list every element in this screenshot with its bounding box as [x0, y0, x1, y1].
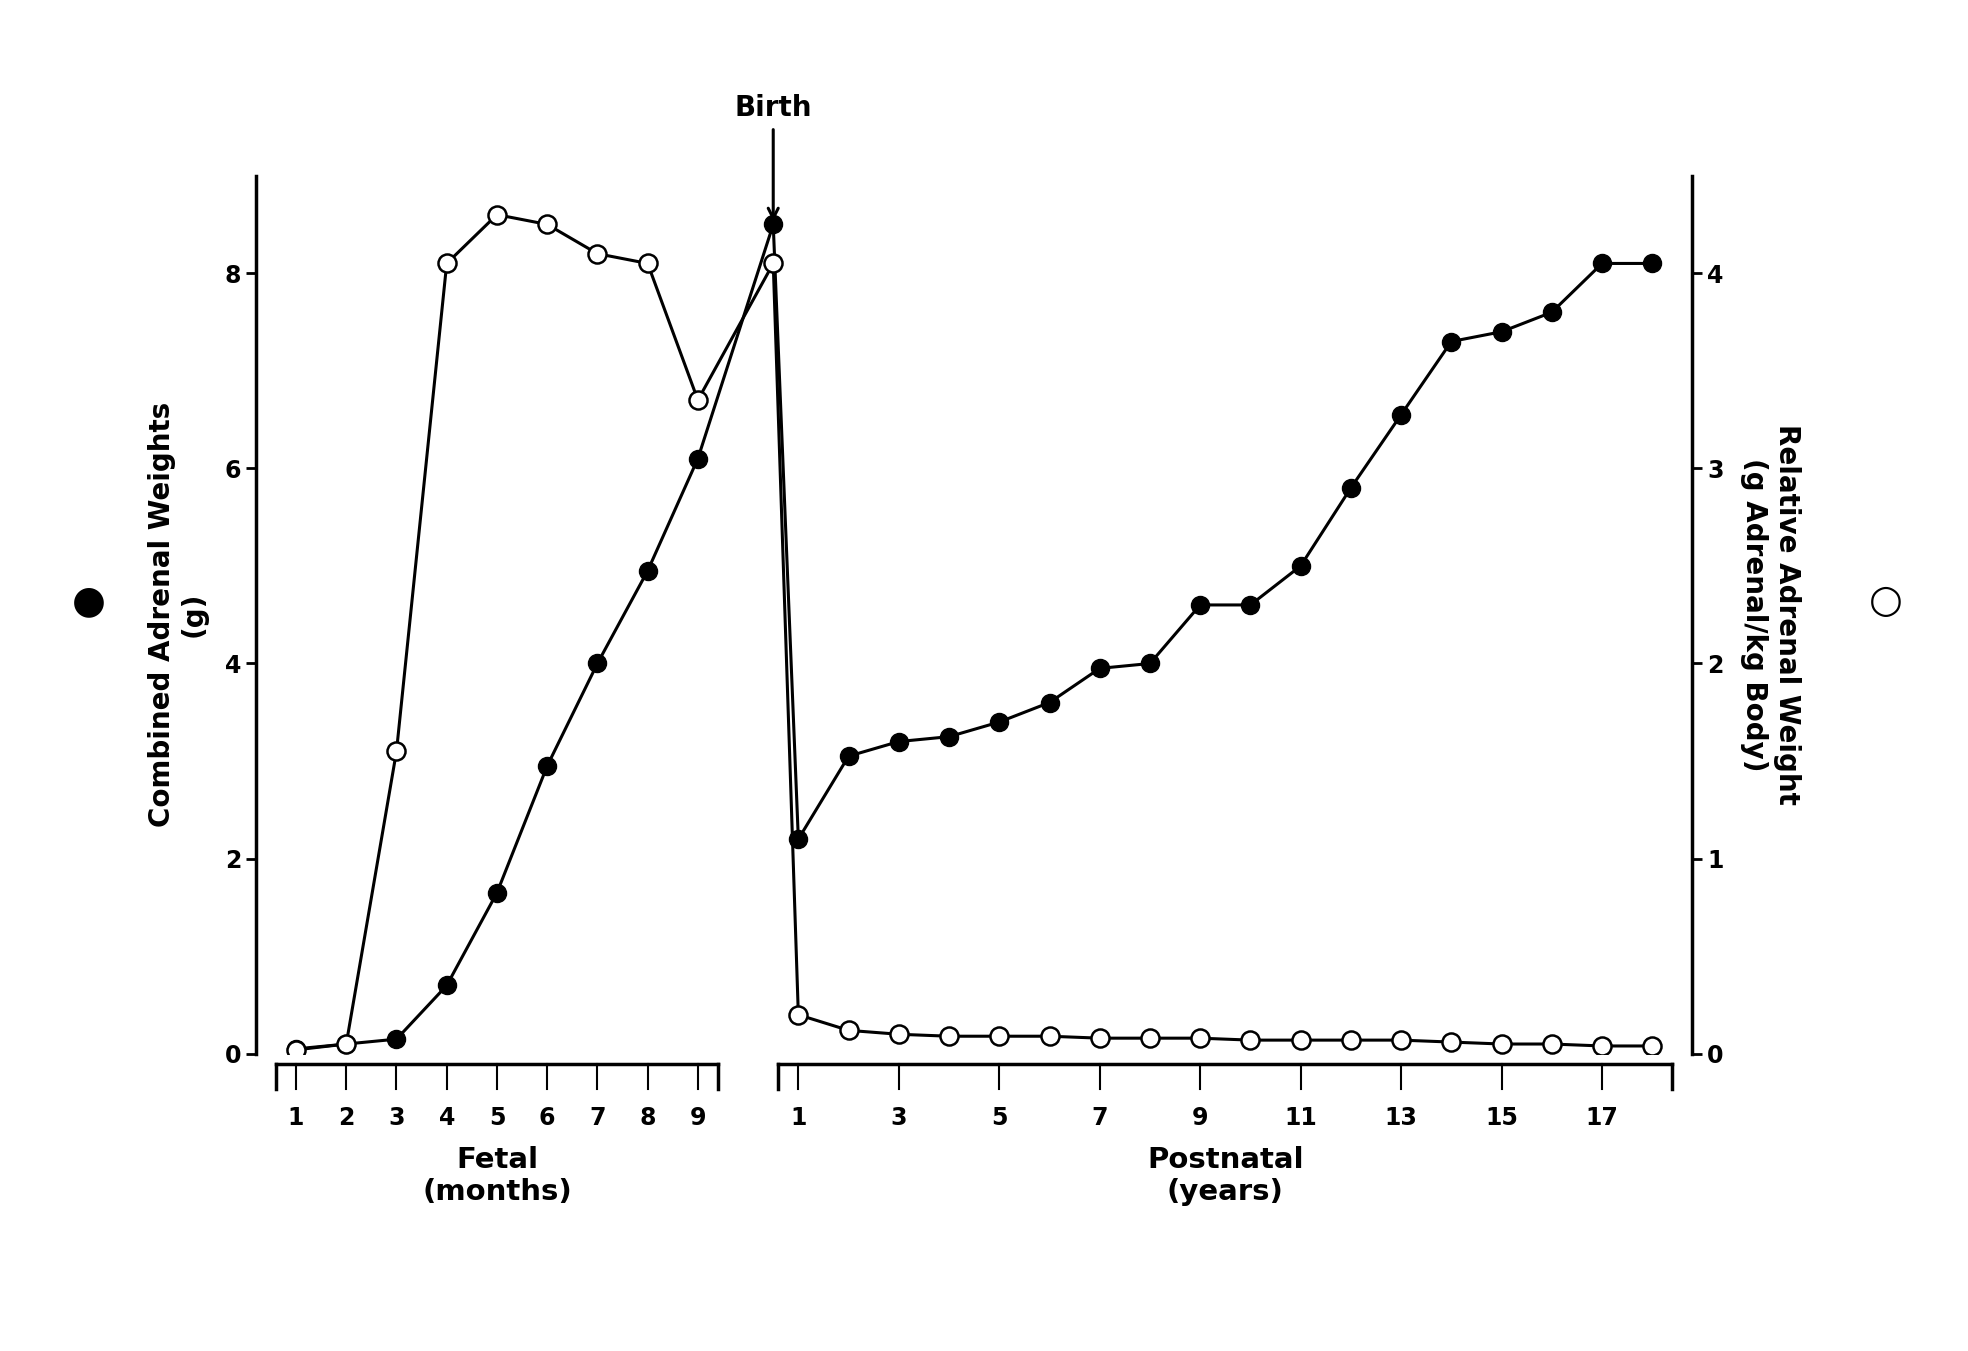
- Text: Birth: Birth: [734, 95, 813, 122]
- Text: 13: 13: [1385, 1106, 1417, 1131]
- Text: Fetal
(months): Fetal (months): [421, 1146, 573, 1206]
- Text: 1: 1: [791, 1106, 807, 1131]
- Text: 4: 4: [439, 1106, 455, 1131]
- Text: ●: ●: [71, 582, 106, 620]
- Text: 1: 1: [287, 1106, 305, 1131]
- Y-axis label: Relative Adrenal Weight
(g Adrenal/kg Body): Relative Adrenal Weight (g Adrenal/kg Bo…: [1740, 424, 1801, 805]
- Text: 3: 3: [388, 1106, 405, 1131]
- Text: 2: 2: [338, 1106, 354, 1131]
- Text: 9: 9: [1193, 1106, 1208, 1131]
- Text: ○: ○: [1868, 582, 1903, 620]
- Text: Postnatal
(years): Postnatal (years): [1147, 1146, 1303, 1206]
- Text: 15: 15: [1486, 1106, 1517, 1131]
- Text: 11: 11: [1285, 1106, 1317, 1131]
- Text: 6: 6: [539, 1106, 555, 1131]
- Text: 5: 5: [488, 1106, 506, 1131]
- Y-axis label: Combined Adrenal Weights
(g): Combined Adrenal Weights (g): [148, 403, 209, 827]
- Text: 9: 9: [689, 1106, 707, 1131]
- Text: 7: 7: [588, 1106, 606, 1131]
- Text: 8: 8: [640, 1106, 655, 1131]
- Text: 5: 5: [992, 1106, 1008, 1131]
- Text: 3: 3: [892, 1106, 907, 1131]
- Text: 17: 17: [1586, 1106, 1618, 1131]
- Text: 7: 7: [1092, 1106, 1108, 1131]
